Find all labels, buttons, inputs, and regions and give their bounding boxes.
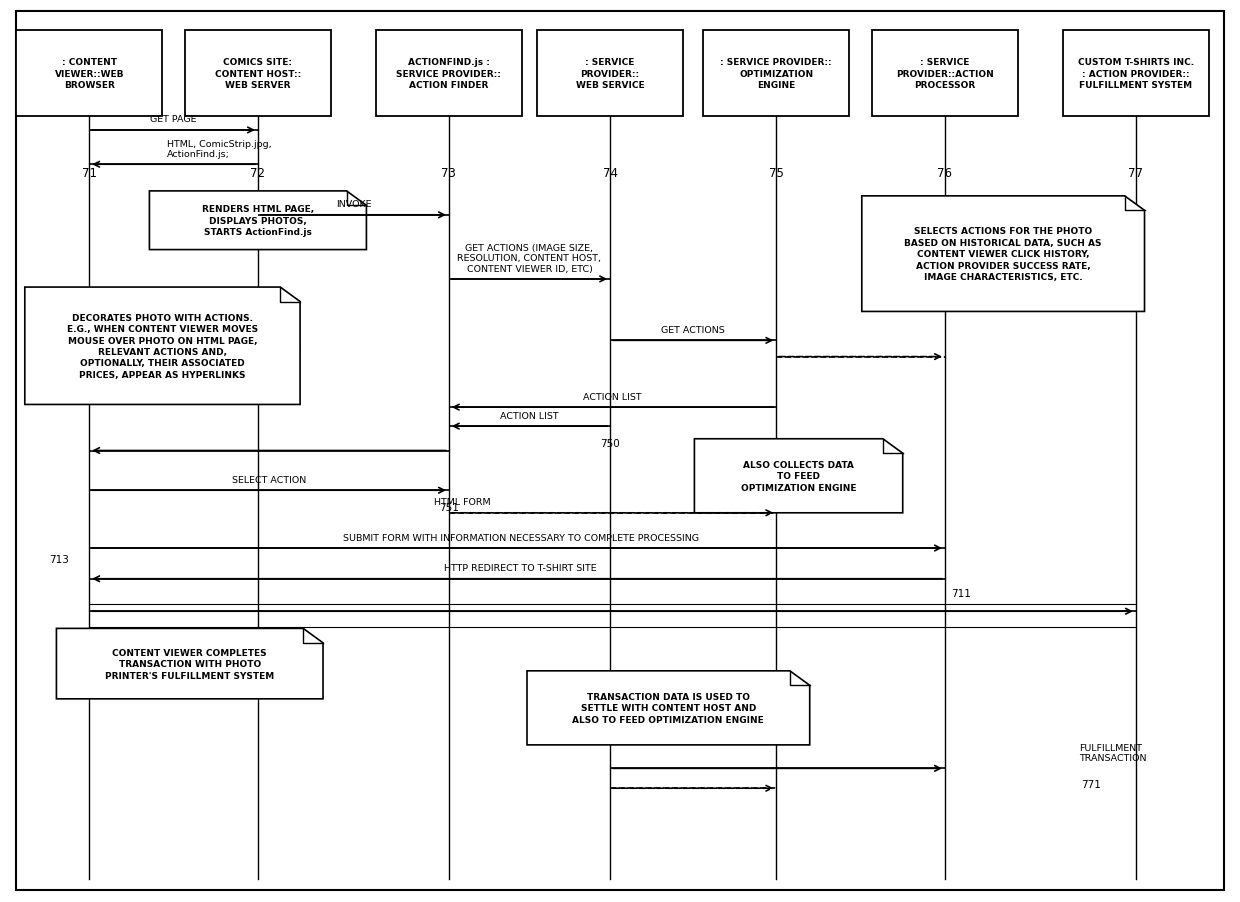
Text: 75: 75: [769, 167, 784, 179]
Text: 72: 72: [250, 167, 265, 179]
FancyBboxPatch shape: [16, 12, 1224, 890]
Text: : SERVICE
PROVIDER::
WEB SERVICE: : SERVICE PROVIDER:: WEB SERVICE: [575, 59, 645, 89]
Text: SUBMIT FORM WITH INFORMATION NECESSARY TO COMPLETE PROCESSING: SUBMIT FORM WITH INFORMATION NECESSARY T…: [342, 533, 699, 542]
Polygon shape: [694, 439, 903, 513]
Text: SELECT ACTION: SELECT ACTION: [232, 475, 306, 484]
FancyBboxPatch shape: [1063, 31, 1209, 116]
Text: ACTION LIST: ACTION LIST: [500, 411, 559, 420]
Text: 751: 751: [439, 502, 459, 512]
FancyBboxPatch shape: [537, 31, 683, 116]
Text: 77: 77: [1128, 167, 1143, 179]
Text: 713: 713: [50, 555, 69, 565]
Polygon shape: [149, 192, 367, 250]
Text: : CONTENT
VIEWER::WEB
BROWSER: : CONTENT VIEWER::WEB BROWSER: [55, 59, 124, 89]
Polygon shape: [527, 671, 810, 745]
Polygon shape: [862, 197, 1145, 312]
Text: FULFILLMENT
TRANSACTION: FULFILLMENT TRANSACTION: [1079, 743, 1146, 762]
Text: : SERVICE PROVIDER::
OPTIMIZATION
ENGINE: : SERVICE PROVIDER:: OPTIMIZATION ENGINE: [720, 59, 832, 89]
Text: 71: 71: [82, 167, 97, 179]
Text: CONTENT VIEWER COMPLETES
TRANSACTION WITH PHOTO
PRINTER'S FULFILLMENT SYSTEM: CONTENT VIEWER COMPLETES TRANSACTION WIT…: [105, 648, 274, 680]
FancyBboxPatch shape: [16, 31, 162, 116]
Text: ACTIONFIND.js :
SERVICE PROVIDER::
ACTION FINDER: ACTIONFIND.js : SERVICE PROVIDER:: ACTIO…: [397, 59, 501, 89]
Text: SELECTS ACTIONS FOR THE PHOTO
BASED ON HISTORICAL DATA, SUCH AS
CONTENT VIEWER C: SELECTS ACTIONS FOR THE PHOTO BASED ON H…: [904, 227, 1102, 281]
FancyBboxPatch shape: [872, 31, 1018, 116]
FancyBboxPatch shape: [703, 31, 849, 116]
Text: 711: 711: [951, 588, 971, 598]
Text: COMICS SITE:
CONTENT HOST::
WEB SERVER: COMICS SITE: CONTENT HOST:: WEB SERVER: [215, 59, 301, 89]
Text: TRANSACTION DATA IS USED TO
SETTLE WITH CONTENT HOST AND
ALSO TO FEED OPTIMIZATI: TRANSACTION DATA IS USED TO SETTLE WITH …: [573, 692, 764, 724]
Text: GET ACTIONS: GET ACTIONS: [661, 326, 725, 335]
Text: HTML FORM: HTML FORM: [434, 498, 491, 507]
Text: GET ACTIONS (IMAGE SIZE,
RESOLUTION, CONTENT HOST,
CONTENT VIEWER ID, ETC): GET ACTIONS (IMAGE SIZE, RESOLUTION, CON…: [458, 244, 601, 273]
Text: HTTP REDIRECT TO T-SHIRT SITE: HTTP REDIRECT TO T-SHIRT SITE: [444, 564, 598, 573]
Polygon shape: [57, 629, 322, 699]
Text: HTML, ComicStrip.jpg,
ActionFind.js;: HTML, ComicStrip.jpg, ActionFind.js;: [167, 140, 272, 159]
Text: GET PAGE: GET PAGE: [150, 115, 197, 124]
FancyBboxPatch shape: [185, 31, 331, 116]
Polygon shape: [25, 288, 300, 405]
Text: DECORATES PHOTO WITH ACTIONS.
E.G., WHEN CONTENT VIEWER MOVES
MOUSE OVER PHOTO O: DECORATES PHOTO WITH ACTIONS. E.G., WHEN…: [67, 313, 258, 380]
Text: : SERVICE
PROVIDER::ACTION
PROCESSOR: : SERVICE PROVIDER::ACTION PROCESSOR: [897, 59, 993, 89]
Text: RENDERS HTML PAGE,
DISPLAYS PHOTOS,
STARTS ActionFind.js: RENDERS HTML PAGE, DISPLAYS PHOTOS, STAR…: [202, 205, 314, 237]
Text: 750: 750: [600, 438, 620, 448]
Text: 76: 76: [937, 167, 952, 179]
Text: 74: 74: [603, 167, 618, 179]
Text: 73: 73: [441, 167, 456, 179]
Text: 771: 771: [1081, 779, 1101, 789]
FancyBboxPatch shape: [376, 31, 522, 116]
Text: ACTION LIST: ACTION LIST: [583, 392, 642, 401]
Text: ALSO COLLECTS DATA
TO FEED
OPTIMIZATION ENGINE: ALSO COLLECTS DATA TO FEED OPTIMIZATION …: [740, 460, 857, 492]
Text: INVOKE: INVOKE: [336, 200, 371, 209]
Text: CUSTOM T-SHIRTS INC.
: ACTION PROVIDER::
FULFILLMENT SYSTEM: CUSTOM T-SHIRTS INC. : ACTION PROVIDER::…: [1078, 59, 1194, 89]
